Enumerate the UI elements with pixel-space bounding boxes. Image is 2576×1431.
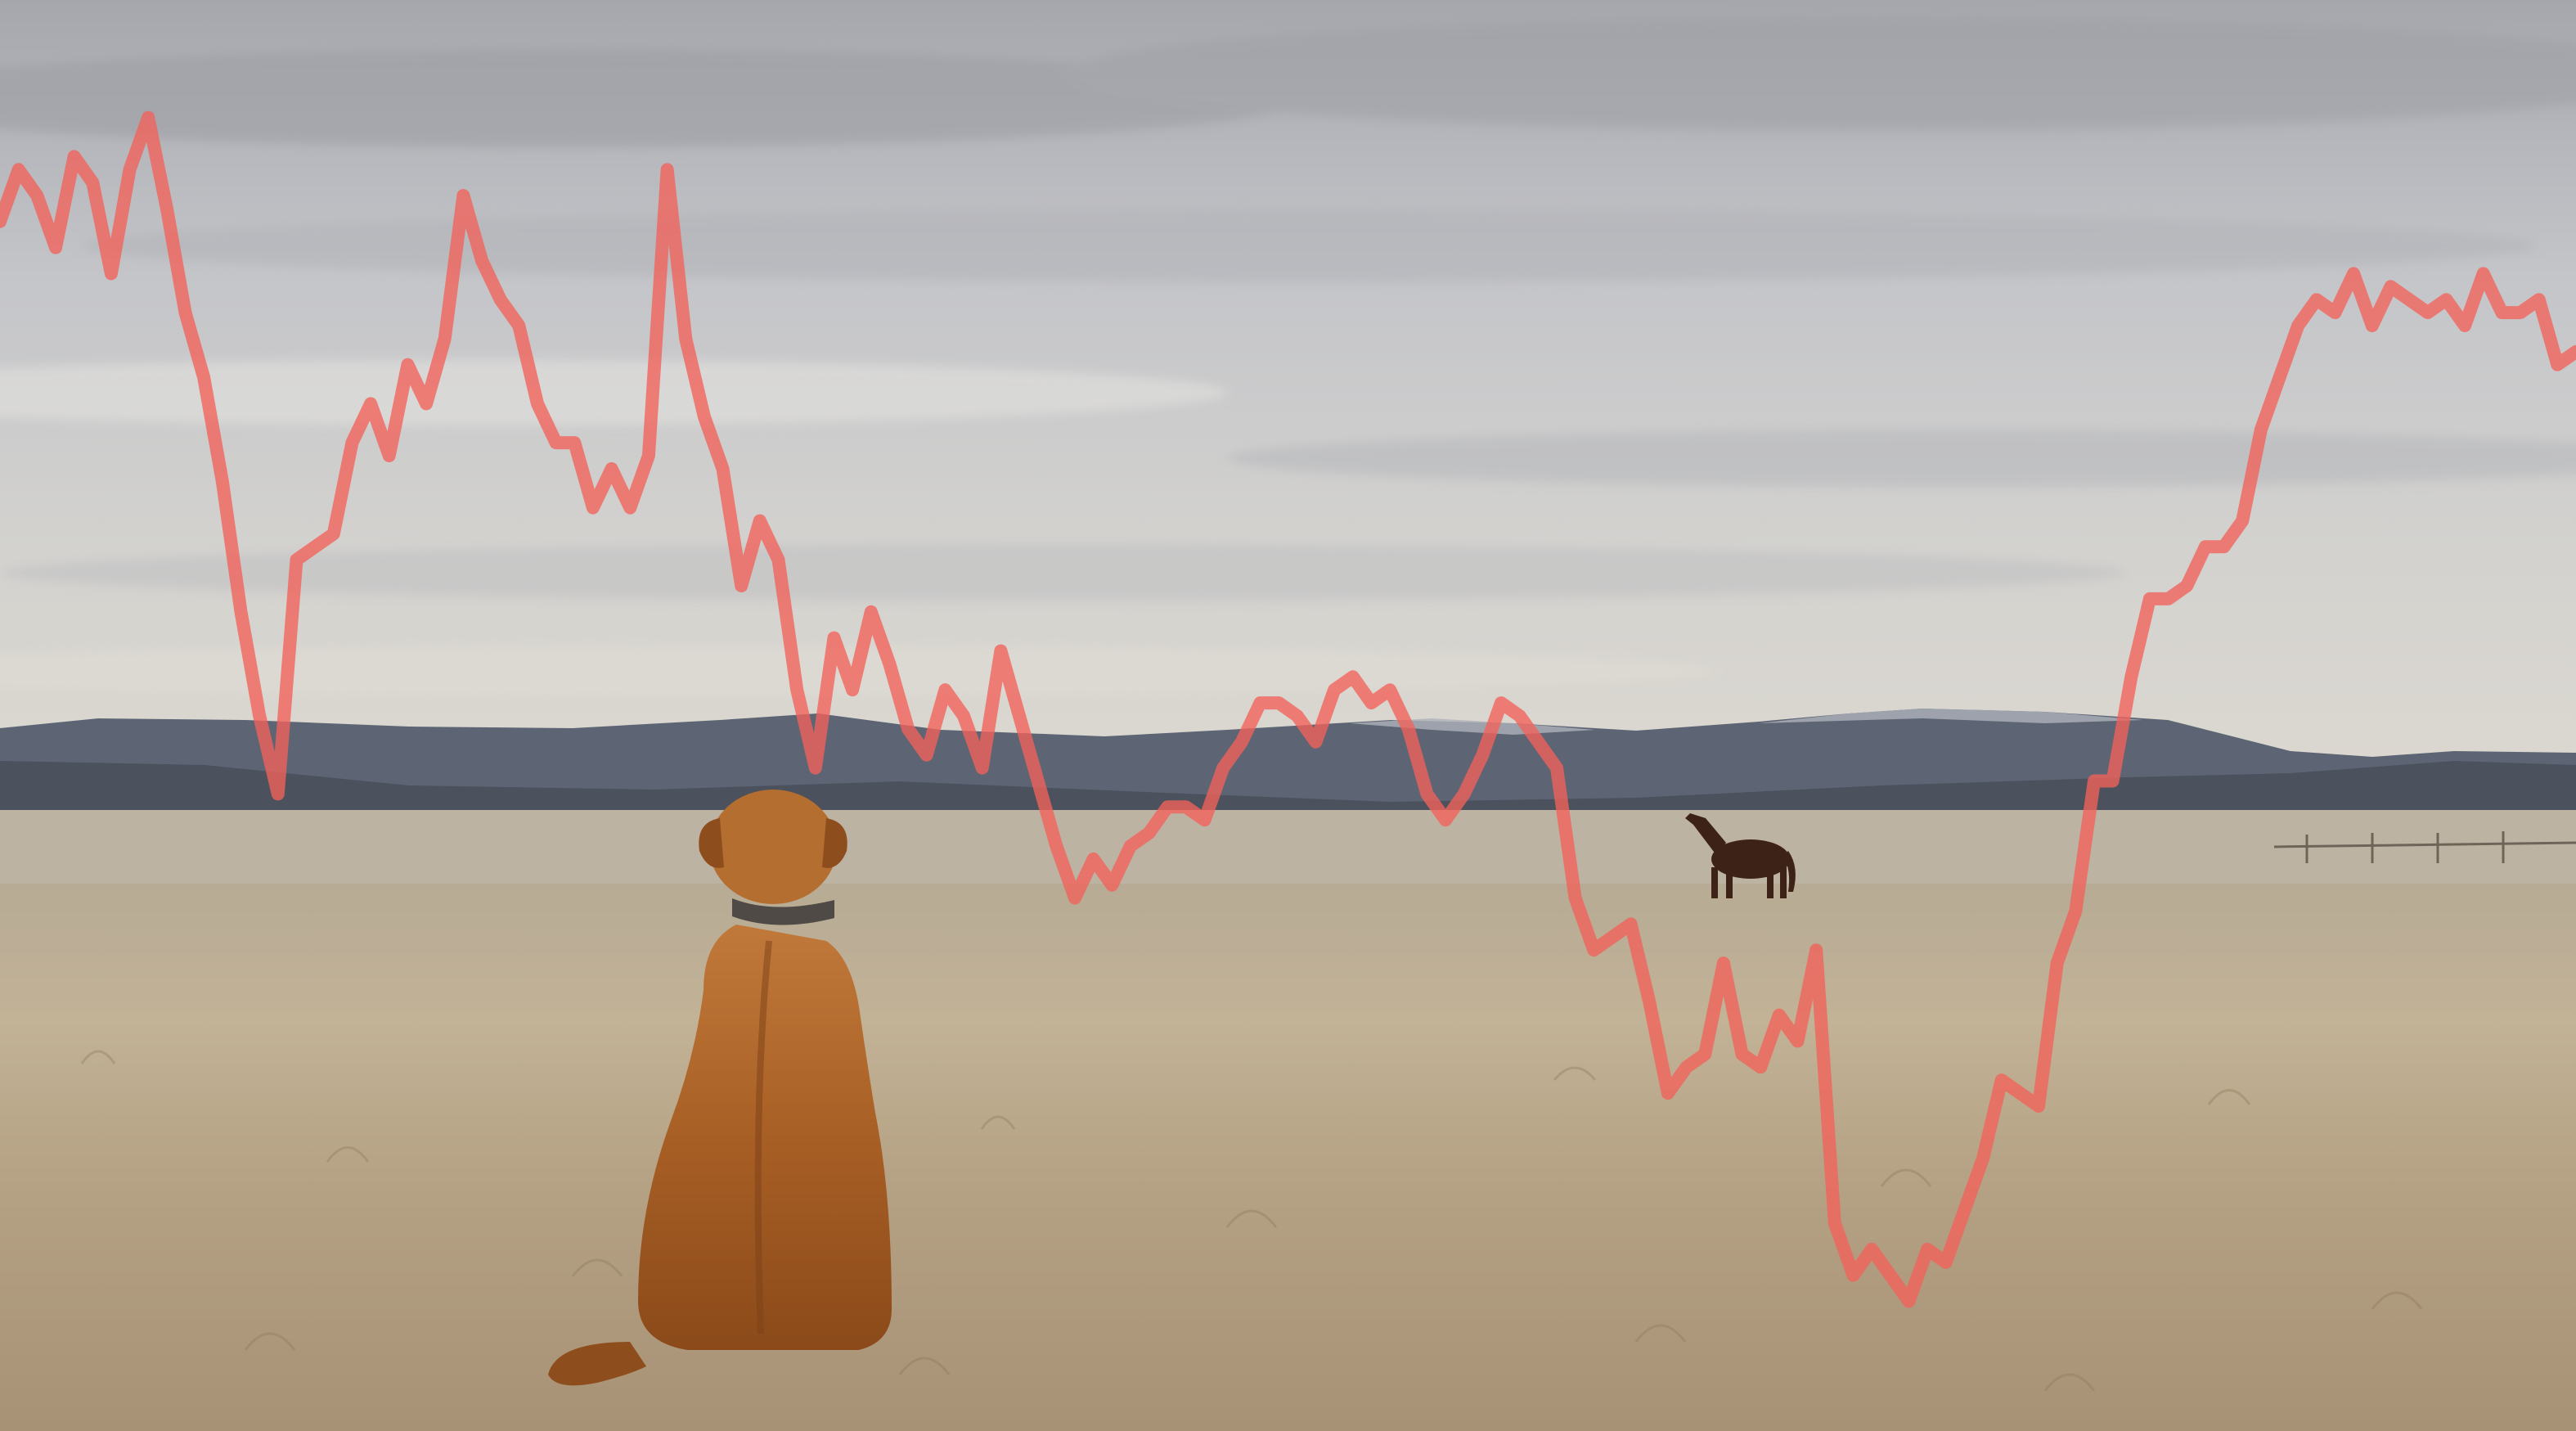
horse bbox=[1685, 813, 1796, 898]
grass-texture bbox=[80, 1050, 2423, 1392]
red-line-series bbox=[0, 110, 2576, 1308]
dog-ear-left bbox=[699, 818, 724, 868]
dog-back-shading bbox=[754, 940, 772, 1334]
dog-head bbox=[709, 790, 837, 904]
cloud-bands bbox=[0, 16, 2576, 695]
dog-collar bbox=[732, 898, 834, 925]
dog-body bbox=[638, 925, 892, 1350]
dog bbox=[548, 790, 892, 1386]
dog-ear-right bbox=[822, 818, 847, 868]
mountain-snow bbox=[1350, 709, 2143, 735]
dog-tail bbox=[548, 1342, 646, 1386]
distant-fence bbox=[2273, 831, 2576, 863]
grassland bbox=[0, 884, 2576, 1431]
